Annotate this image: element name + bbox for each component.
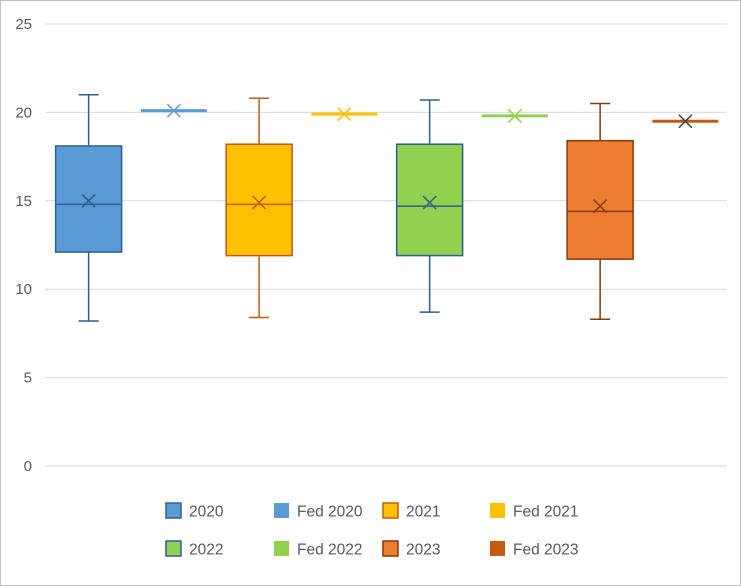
- legend-swatch: [490, 503, 505, 518]
- legend-swatch: [490, 541, 505, 556]
- box: [54, 145, 123, 253]
- series-2021: [225, 97, 293, 319]
- series-fed-2023: [652, 114, 719, 129]
- mean-marker: [166, 103, 181, 118]
- legend-item: 2020: [165, 502, 224, 521]
- box: [395, 143, 464, 257]
- legend-item: 2023: [382, 540, 440, 559]
- mean-marker: [252, 195, 267, 210]
- series-fed-2021: [311, 107, 378, 122]
- legend-item: Fed 2022: [274, 541, 363, 559]
- legend-item: 2022: [165, 540, 223, 559]
- series-2020: [54, 93, 123, 322]
- legend-label: 2021: [406, 504, 440, 521]
- legend-item: 2021: [382, 502, 440, 521]
- mean-marker: [593, 199, 608, 214]
- legend-label: 2020: [189, 504, 224, 521]
- y-tick-label: 10: [15, 281, 32, 298]
- legend-label: 2023: [406, 542, 440, 559]
- legend-item: Fed 2023: [490, 541, 579, 559]
- box: [225, 143, 293, 257]
- y-tick-label: 15: [15, 193, 32, 210]
- legend-swatch: [382, 502, 399, 519]
- gridlines: [45, 23, 727, 467]
- legend-swatch: [274, 541, 289, 556]
- legend-label: Fed 2021: [513, 504, 579, 521]
- mean-marker: [507, 108, 522, 123]
- y-tick-label: 25: [15, 16, 32, 33]
- plot-series: [54, 93, 719, 322]
- legend-label: 2022: [189, 542, 223, 559]
- mean-marker: [81, 193, 96, 208]
- legend: 2020 Fed 2020 2021 Fed 2021 2022 Fed 2022 2023…: [165, 502, 579, 559]
- y-tick-label: 20: [15, 104, 32, 121]
- legend-item: Fed 2020: [274, 503, 363, 521]
- series-fed-2020: [140, 103, 207, 118]
- series-2022: [395, 99, 464, 313]
- legend-swatch: [382, 540, 399, 557]
- legend-item: Fed 2021: [490, 503, 579, 521]
- legend-label: Fed 2022: [297, 542, 363, 559]
- mean-marker: [678, 114, 693, 129]
- y-tick-label: 5: [24, 370, 32, 387]
- legend-swatch: [165, 540, 182, 557]
- mean-marker: [422, 195, 437, 210]
- y-tick-label: 0: [24, 458, 32, 475]
- series-fed-2022: [481, 108, 548, 123]
- series-2023: [566, 102, 634, 321]
- legend-swatch: [274, 503, 289, 518]
- mean-marker: [337, 107, 352, 122]
- y-axis-tick-labels: 0 5 10 15 20 25: [15, 16, 32, 475]
- legend-label: Fed 2023: [513, 542, 579, 559]
- box: [566, 139, 634, 260]
- legend-swatch: [165, 502, 182, 519]
- legend-label: Fed 2020: [297, 504, 363, 521]
